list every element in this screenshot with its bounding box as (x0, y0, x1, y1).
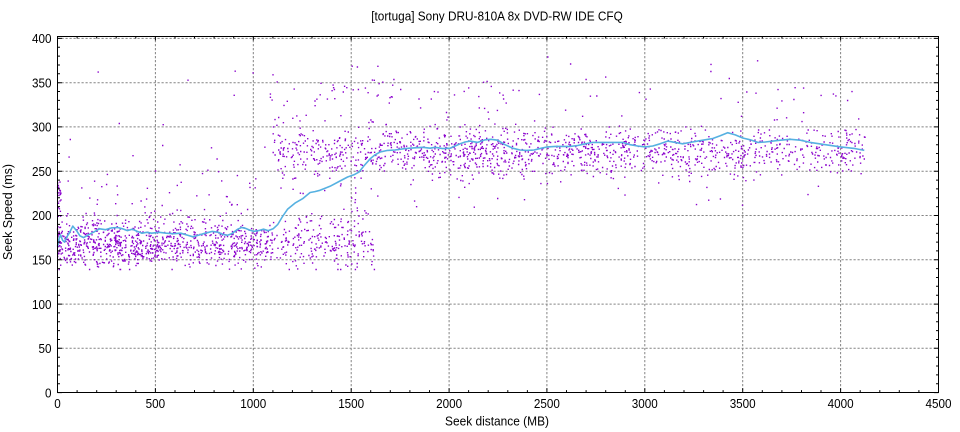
svg-text:[tortuga] Sony DRU-810A 8x DVD: [tortuga] Sony DRU-810A 8x DVD-RW IDE CF… (371, 9, 623, 24)
svg-text:100: 100 (32, 297, 52, 312)
svg-text:150: 150 (32, 253, 52, 268)
svg-text:2000: 2000 (436, 396, 462, 411)
svg-text:Seek distance (MB): Seek distance (MB) (445, 414, 549, 429)
svg-text:2500: 2500 (534, 396, 560, 411)
svg-text:400: 400 (32, 31, 52, 46)
svg-text:4500: 4500 (926, 396, 952, 411)
svg-text:350: 350 (32, 75, 52, 90)
svg-text:3000: 3000 (632, 396, 658, 411)
svg-text:500: 500 (146, 396, 166, 411)
svg-text:1500: 1500 (338, 396, 364, 411)
svg-text:50: 50 (39, 341, 52, 356)
svg-text:250: 250 (32, 164, 52, 179)
svg-text:0: 0 (45, 385, 52, 400)
svg-text:300: 300 (32, 120, 52, 135)
svg-text:Seek Speed (ms): Seek Speed (ms) (0, 164, 15, 260)
svg-text:4000: 4000 (828, 396, 854, 411)
svg-text:0: 0 (54, 396, 61, 411)
svg-text:3500: 3500 (730, 396, 756, 411)
svg-text:200: 200 (32, 208, 52, 223)
svg-text:1000: 1000 (240, 396, 266, 411)
